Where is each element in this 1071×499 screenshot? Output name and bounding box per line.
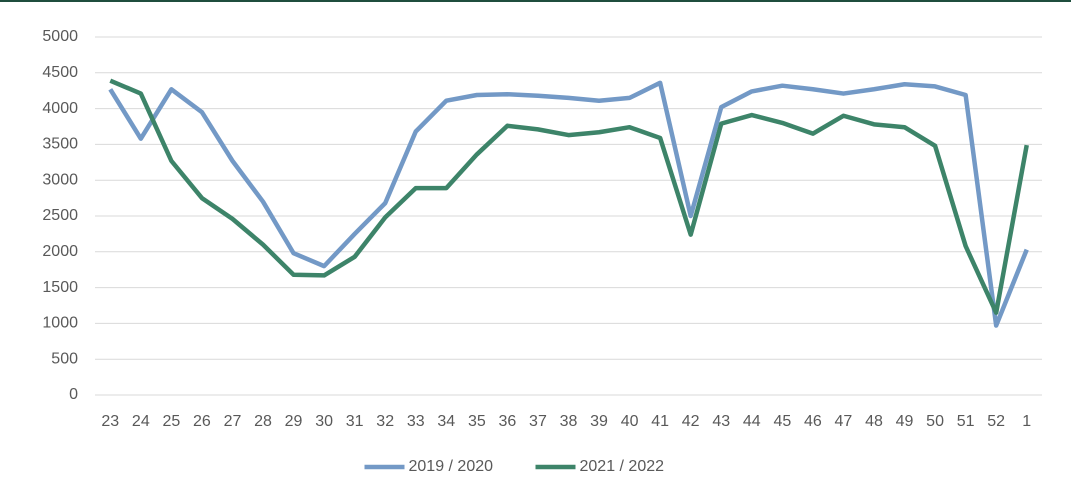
series-line	[108, 80, 1029, 328]
y-tick-label: 0	[69, 386, 78, 403]
x-tick-label: 43	[712, 413, 730, 430]
x-tick-label: 23	[101, 413, 119, 430]
y-tick-label: 3500	[42, 136, 78, 153]
x-tick-label: 45	[773, 413, 791, 430]
x-tick-label: 37	[529, 413, 547, 430]
x-tick-label: 26	[193, 413, 211, 430]
x-tick-label: 47	[835, 413, 853, 430]
x-tick-label: 42	[682, 413, 700, 430]
y-tick-label: 1500	[42, 279, 78, 296]
x-tick-label: 32	[376, 413, 394, 430]
y-tick-label: 1000	[42, 315, 78, 332]
y-tick-label: 5000	[42, 28, 78, 45]
x-tick-label: 48	[865, 413, 883, 430]
x-tick-label: 38	[560, 413, 578, 430]
x-tick-label: 35	[468, 413, 486, 430]
y-tick-label: 4500	[42, 64, 78, 81]
x-tick-label: 29	[285, 413, 303, 430]
y-tick-label: 2000	[42, 243, 78, 260]
x-tick-label: 34	[437, 413, 455, 430]
x-tick-label: 30	[315, 413, 333, 430]
x-tick-label: 51	[957, 413, 975, 430]
x-tick-label: 52	[987, 413, 1005, 430]
x-tick-label: 24	[132, 413, 150, 430]
x-tick-label: 36	[499, 413, 517, 430]
x-tick-label: 39	[590, 413, 608, 430]
y-tick-label: 3000	[42, 171, 78, 188]
series-line	[109, 78, 1029, 315]
y-tick-label: 4000	[42, 100, 78, 117]
x-tick-label: 40	[621, 413, 639, 430]
y-tick-label: 2500	[42, 207, 78, 224]
x-tick-label: 46	[804, 413, 822, 430]
x-tick-label: 27	[224, 413, 242, 430]
legend-label: 2021 / 2022	[580, 458, 665, 475]
y-tick-label: 500	[51, 350, 78, 367]
x-tick-label: 41	[651, 413, 669, 430]
legend-label: 2019 / 2020	[409, 458, 494, 475]
x-tick-label: 31	[346, 413, 364, 430]
x-tick-label: 25	[162, 413, 180, 430]
x-tick-label: 50	[926, 413, 944, 430]
x-tick-label: 1	[1022, 413, 1031, 430]
x-tick-label: 28	[254, 413, 272, 430]
x-tick-label: 49	[896, 413, 914, 430]
x-tick-label: 44	[743, 413, 761, 430]
x-tick-label: 33	[407, 413, 425, 430]
